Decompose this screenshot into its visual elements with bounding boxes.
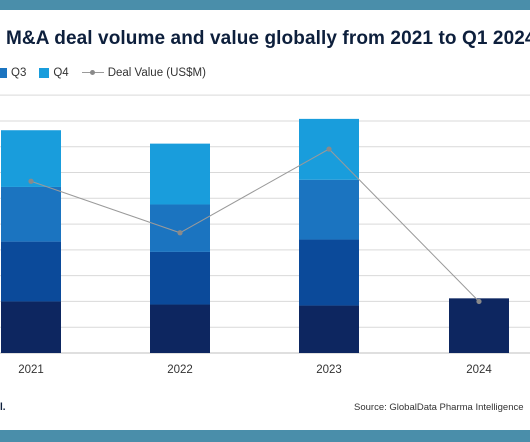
deal-value-line-group (28, 146, 482, 305)
deal-value-point-2021 (28, 178, 34, 184)
bar-q1-2022 (150, 304, 210, 353)
bottom-accent-bar (0, 430, 530, 442)
x-tick-label-2024: 2024 (466, 364, 492, 376)
deal-value-point-2024 (476, 298, 482, 305)
top-accent-bar (0, 0, 530, 10)
legend-label-q4: Q4 (53, 67, 69, 79)
x-tick-label-2022: 2022 (167, 364, 193, 376)
bar-q3-2022 (150, 204, 210, 252)
legend-line-marker (81, 68, 104, 78)
legend-item-deal-value: Deal Value (US$M) (81, 67, 206, 79)
bar-q2-2021 (1, 241, 61, 302)
bar-q4-2022 (150, 143, 210, 205)
brand-mark-fragment: l. (0, 402, 6, 413)
source-note: Source: GlobalData Pharma Intelligence (354, 402, 524, 413)
chart-plot-area: 2021 2022 2023 2024 (0, 94, 530, 376)
legend-label-deal-value: Deal Value (US$M) (107, 67, 206, 79)
x-tick-label-2023: 2023 (316, 364, 342, 376)
legend-swatch-q3 (0, 68, 7, 78)
deal-value-line (30, 148, 480, 302)
bar-q4-2021 (1, 130, 61, 187)
chart-legend: Q3 Q4 Deal Value (US$M) (0, 65, 219, 81)
bar-q1-2021 (1, 301, 61, 353)
bar-q2-2022 (150, 251, 210, 305)
bar-q2-2023 (299, 239, 359, 306)
deal-value-point-2023 (326, 146, 332, 152)
bar-q1-2024 (449, 298, 509, 353)
bar-stack-group (1, 118, 509, 353)
x-axis-labels: 2021 2022 2023 2024 (18, 364, 492, 376)
legend-swatch-q4 (39, 68, 50, 78)
deal-value-point-2022 (177, 230, 183, 236)
chart-title: M&A deal volume and value globally from … (6, 28, 530, 49)
bar-q3-2023 (299, 179, 359, 240)
bar-q1-2023 (299, 305, 359, 353)
legend-label-q3: Q3 (11, 67, 27, 79)
legend-item-q3: Q3 (0, 67, 26, 79)
bar-q3-2021 (1, 186, 61, 242)
gridlines (0, 94, 530, 354)
x-tick-label-2021: 2021 (18, 364, 44, 376)
legend-item-q4: Q4 (39, 67, 69, 79)
